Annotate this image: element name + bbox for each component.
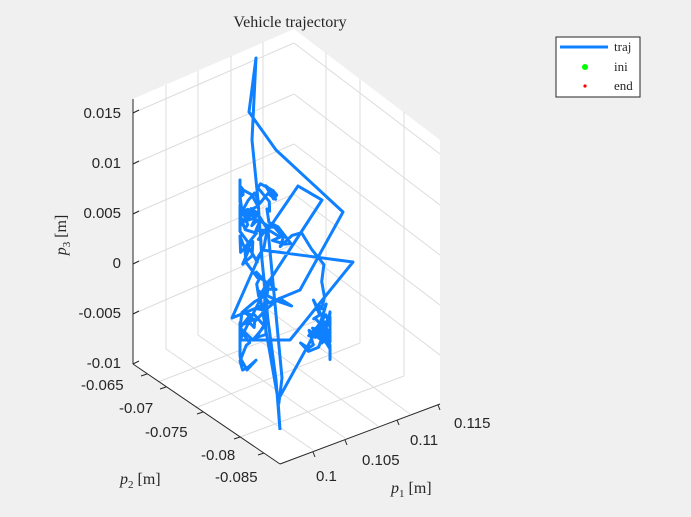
z-tick-label: -0.005 [78, 305, 121, 322]
z-tick-label: 0.005 [83, 205, 121, 222]
y-tick-label: -0.075 [145, 424, 188, 441]
chart-title: Vehicle trajectory [233, 14, 346, 31]
x-tick-marks [312, 404, 441, 458]
y-tick-label: -0.065 [81, 377, 124, 394]
z-tick-label: -0.01 [87, 355, 121, 372]
x-tick-label: 0.115 [454, 415, 490, 432]
z-axis-label: p3[m] [53, 215, 73, 257]
z-tick-label: 0 [113, 255, 121, 272]
x-tick-label: 0.105 [362, 452, 400, 469]
legend-end-marker [583, 84, 587, 88]
y-tick-label: -0.08 [201, 447, 235, 464]
x-tick-labels: 0.1 0.105 0.11 0.115 [316, 415, 490, 485]
z-tick-label: 0.01 [92, 155, 121, 172]
legend-ini-marker [582, 64, 588, 70]
y-tick-marks [140, 373, 265, 456]
y-tick-label: -0.085 [215, 469, 258, 486]
y-axis-label: p2 [m] [119, 471, 161, 491]
z-tick-labels: 0.015 0.01 0.005 0 -0.005 -0.01 [78, 105, 121, 372]
trajectory-line [230, 56, 355, 431]
axis-lines [132, 99, 441, 465]
legend-ini-label: ini [614, 59, 628, 74]
x-axis-label: p1 [m] [390, 480, 432, 500]
z-tick-marks [132, 109, 140, 365]
legend-end-label: end [614, 78, 633, 93]
legend: traj ini end [555, 36, 641, 98]
y-tick-labels: -0.065 -0.07 -0.075 -0.08 -0.085 [81, 377, 258, 486]
z-tick-label: 0.015 [83, 105, 121, 122]
legend-traj-label: traj [614, 39, 631, 54]
y-tick-label: -0.07 [119, 400, 153, 417]
axes-background [133, 29, 440, 464]
x-tick-label: 0.1 [316, 468, 337, 485]
x-tick-label: 0.11 [410, 432, 438, 449]
